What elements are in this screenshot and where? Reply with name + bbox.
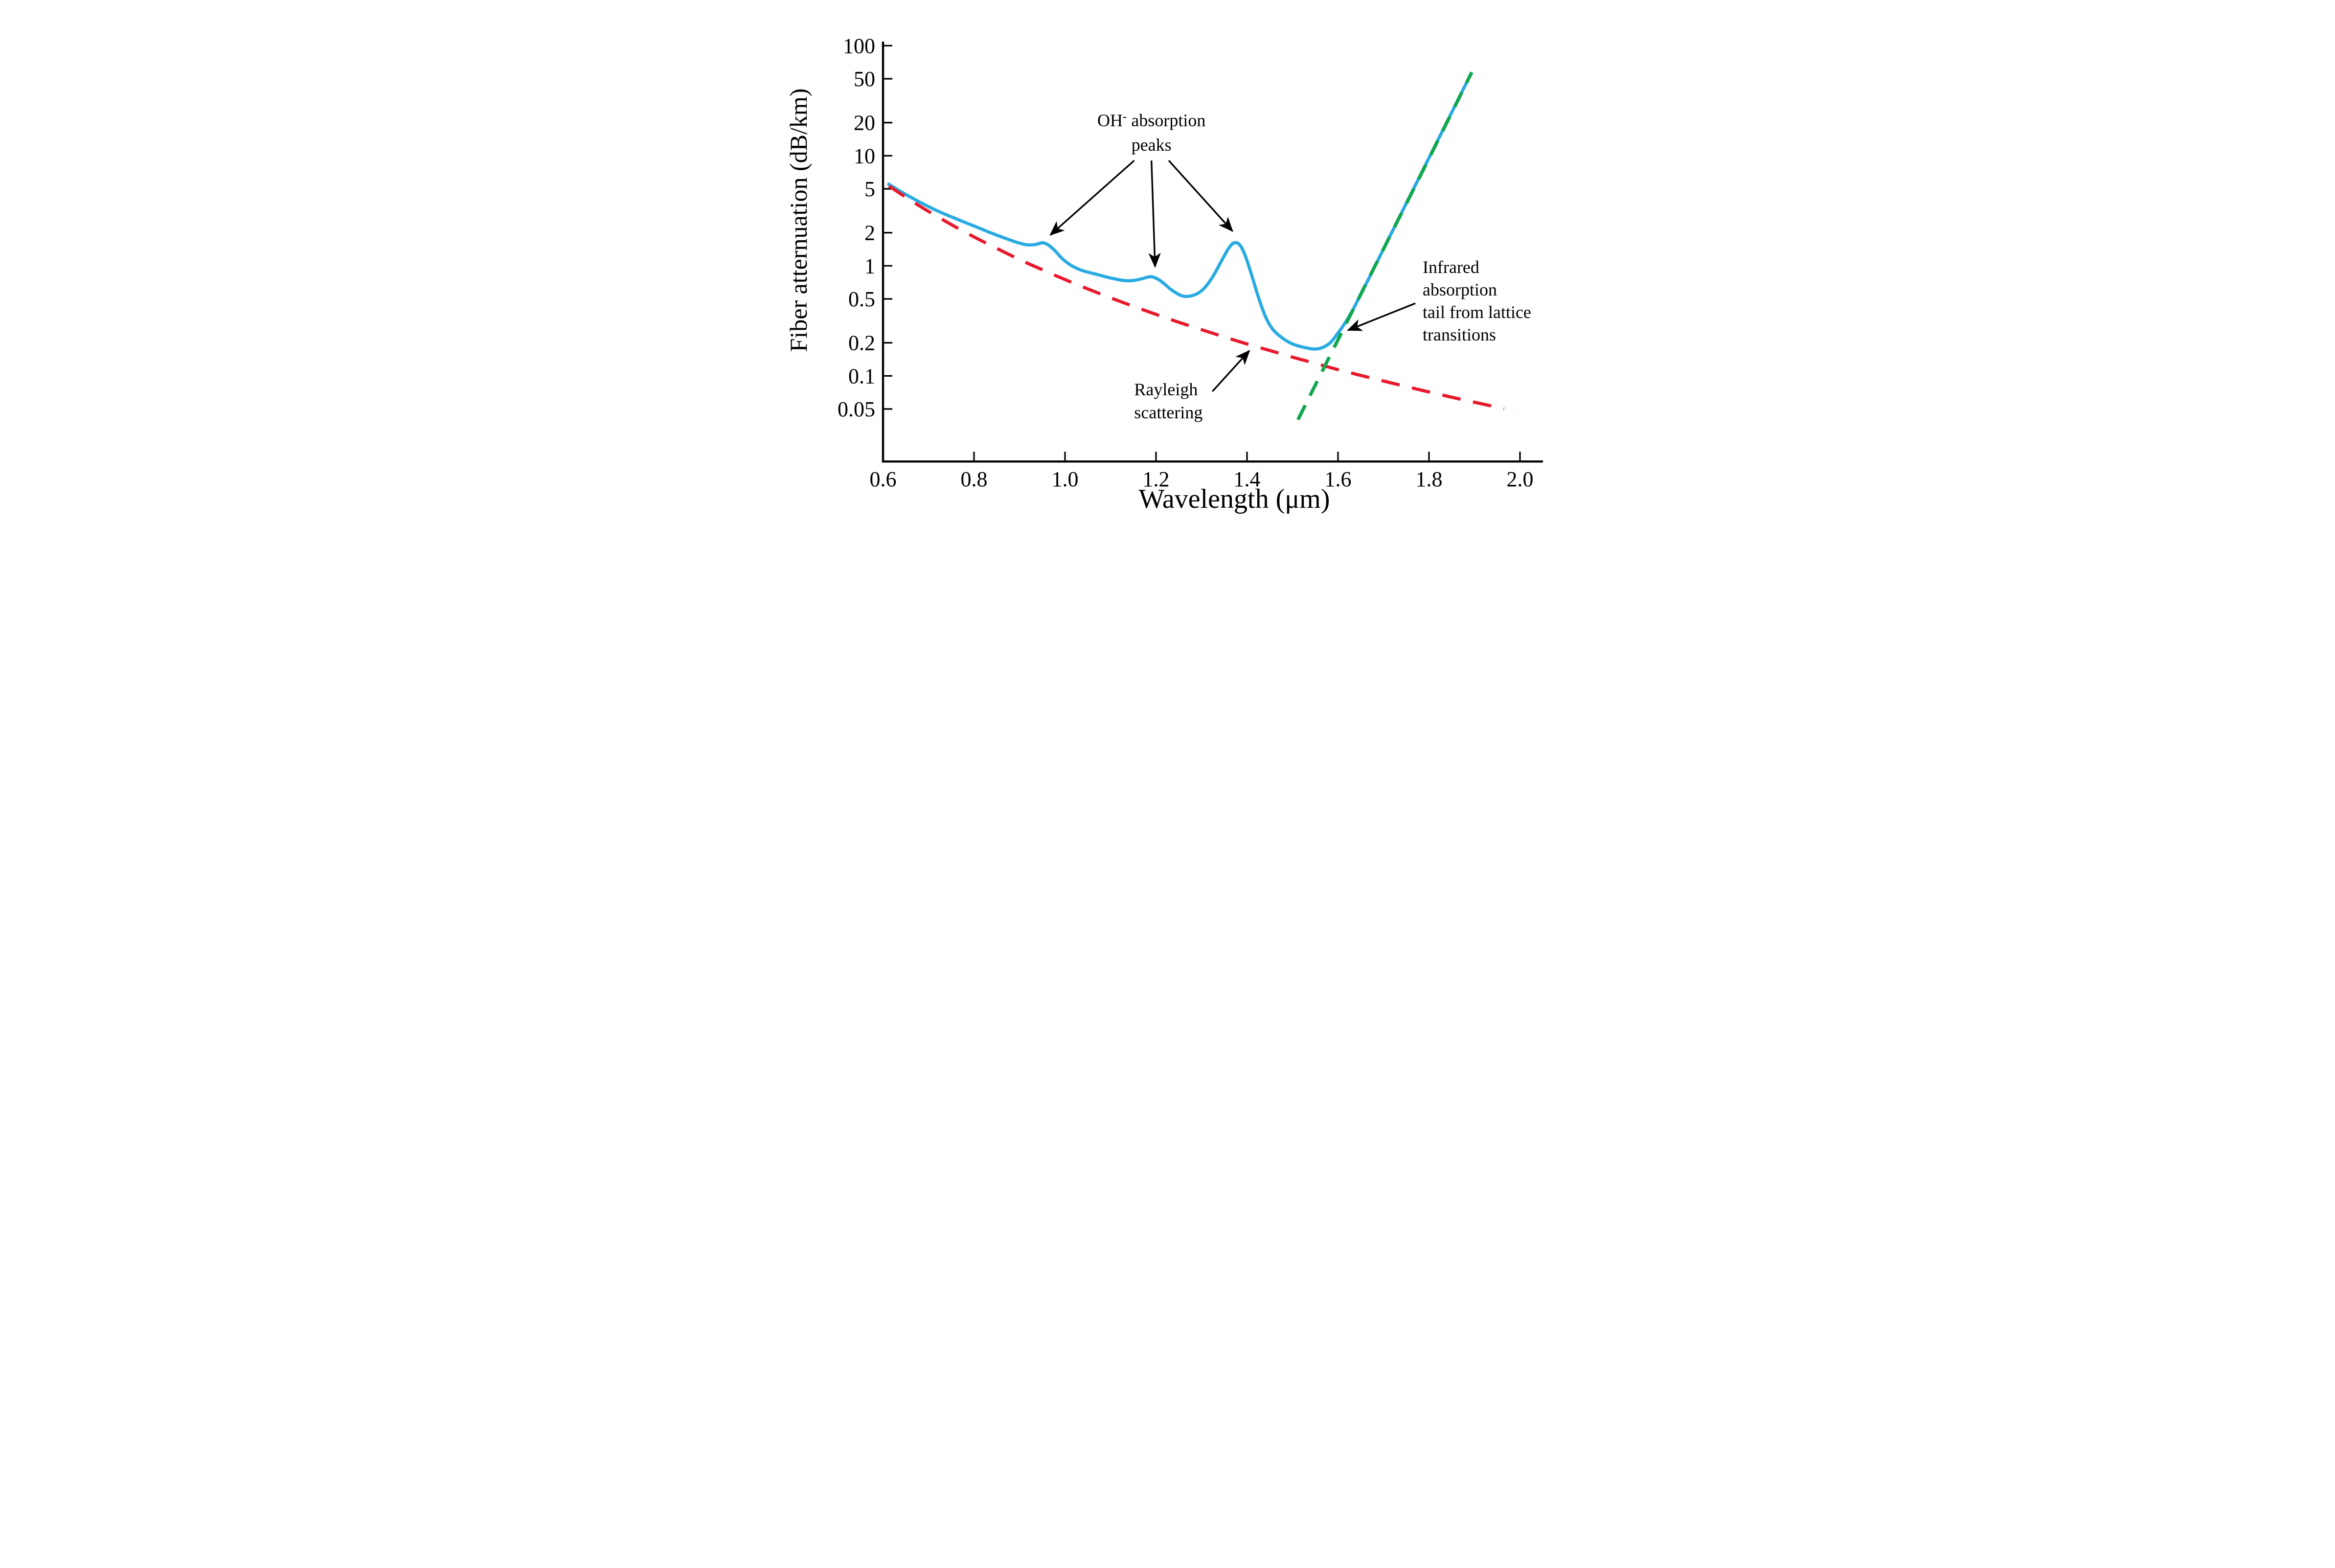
y-tick-label-20: 20 — [854, 111, 875, 135]
y-tick-label-100: 100 — [843, 34, 875, 58]
x-tick-label-1.8: 1.8 — [1416, 467, 1443, 491]
y-tick-label-50: 50 — [854, 67, 875, 91]
x-tick-label-1.2: 1.2 — [1143, 467, 1170, 491]
x-tick-label-0.8: 0.8 — [961, 467, 988, 491]
y-tick-label-2: 2 — [864, 221, 875, 245]
arrow-rayleigh — [1212, 350, 1250, 392]
attenuation-chart-svg: 100 50 20 10 5 2 1 0.5 0.2 0.1 0.05 0.6 0.8 1.0 1.2 1.4… — [778, 0, 1557, 523]
x-tick-label-2.0: 2.0 — [1507, 467, 1534, 491]
attenuation-figure: 100 50 20 10 5 2 1 0.5 0.2 0.1 0.05 0.6 0.8 1.0 1.2 1.4… — [778, 0, 1557, 523]
y-tick-label-5: 5 — [864, 177, 875, 201]
x-tick-label-1.0: 1.0 — [1052, 467, 1079, 491]
infrared-absorption-tail-label-line-1: Infrared — [1423, 257, 1479, 277]
arrow-oh-peak-1 — [1049, 159, 1135, 236]
y-tick-label-0.05: 0.05 — [838, 397, 875, 421]
infrared-absorption-tail-label-line-3: tail from lattice — [1423, 302, 1531, 322]
x-tick-label-1.4: 1.4 — [1234, 467, 1261, 491]
series-rayleigh-scattering — [888, 184, 1505, 410]
y-tick-label-1: 1 — [864, 254, 875, 278]
infrared-absorption-tail-label-line-4: transitions — [1423, 325, 1496, 344]
series-infrared-absorption-tail — [1296, 71, 1474, 421]
plot-area: 100 50 20 10 5 2 1 0.5 0.2 0.1 0.05 0.6 0.8 1.0 1.2 1.4… — [838, 34, 1543, 491]
x-tick-label-0.6: 0.6 — [870, 467, 897, 491]
y-tick-label-0.1: 0.1 — [848, 364, 875, 388]
y-tick-label-0.5: 0.5 — [848, 287, 875, 311]
rayleigh-scattering-label-line-1: Rayleigh — [1134, 380, 1198, 399]
y-tick-label-10: 10 — [854, 144, 875, 168]
x-tick-label-1.6: 1.6 — [1325, 467, 1352, 491]
arrow-oh-peak-2 — [1148, 160, 1161, 268]
infrared-absorption-tail-label-line-2: absorption — [1423, 280, 1497, 299]
oh-absorption-peaks-line-2: peaks — [1132, 135, 1172, 155]
y-axis-title: Fiber atternuation (dB/km) — [785, 89, 812, 352]
rayleigh-scattering-label-line-2: scattering — [1134, 403, 1202, 422]
y-tick-label-0.2: 0.2 — [848, 331, 875, 355]
arrow-infrared-tail — [1347, 302, 1416, 331]
arrow-oh-peak-3 — [1168, 159, 1233, 232]
x-axis-title: Wavelength (μm) — [1139, 484, 1330, 514]
oh-absorption-peaks-line-1: OH-​ absorption — [1097, 110, 1205, 130]
